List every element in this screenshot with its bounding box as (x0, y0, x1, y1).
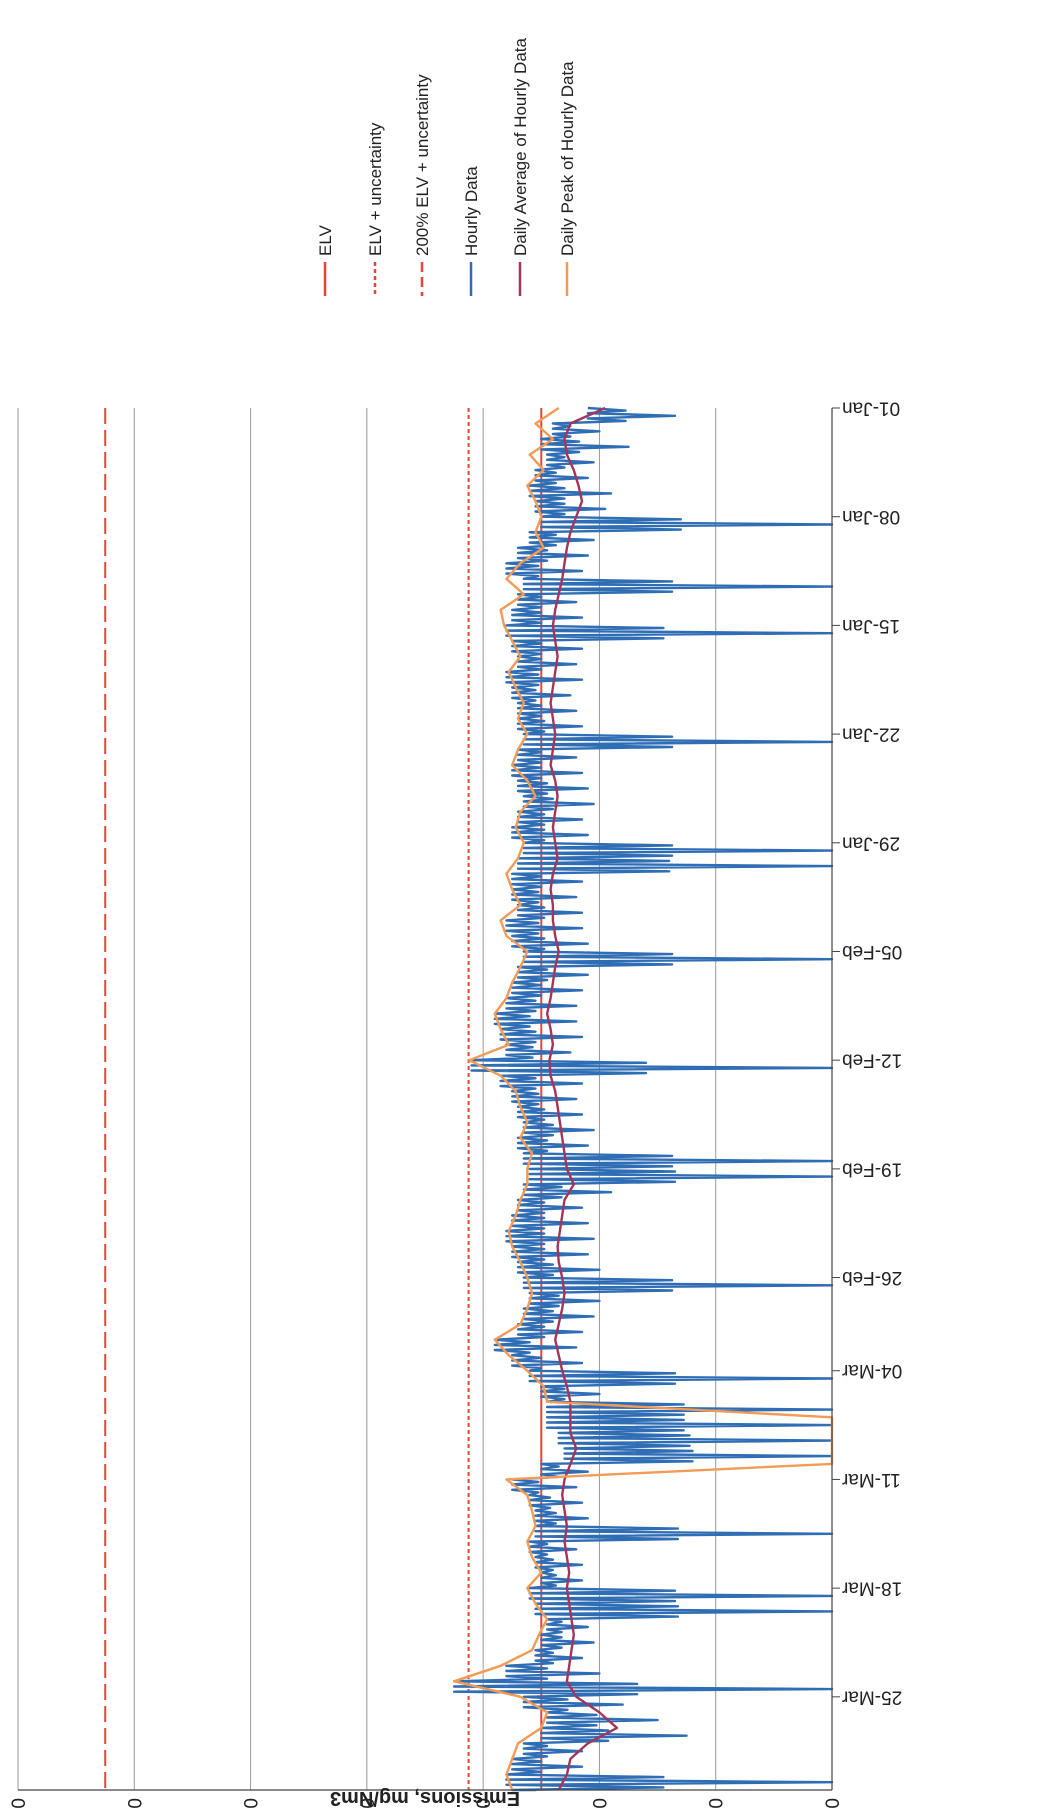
legend-label: ELV + uncertainty (366, 122, 385, 256)
x-tick-label: 11-Mar (841, 1469, 900, 1490)
x-tick-label: 01-Jan (842, 398, 900, 419)
x-tick-label: 22-Jan (842, 724, 900, 745)
y-tick-label: 600.00 (125, 1798, 146, 1809)
y-tick-labels: 0.00 100.00 200.00 300.00 400.00 500.00 600.00… (9, 1798, 844, 1809)
series-lines (452, 406, 834, 1792)
x-tick-labels: 01-Jan 08-Jan 15-Jan 22-Jan 29-Jan 05-Feb 12-F… (832, 398, 902, 1707)
series-daily-average (545, 406, 619, 1791)
legend-label: ELV (316, 224, 335, 256)
y-tick-label: 100.00 (707, 1798, 728, 1809)
axes (18, 408, 833, 1791)
y-tick-label: 200.00 (590, 1798, 611, 1809)
legend-label: Daily Peak of Hourly Data (558, 61, 577, 256)
x-tick-label: 05-Feb (842, 941, 902, 962)
legend-label: Daily Average of Hourly Data (511, 37, 530, 256)
x-tick-label: 18-Mar (841, 1578, 902, 1599)
legend: ELV ELV + uncertainty 200% ELV + uncertain… (316, 37, 577, 296)
series-hourly-data (452, 406, 834, 1792)
y-tick-label: 700.00 (9, 1798, 30, 1809)
y-axis-title: Emissions, mg/Nm3 (330, 1787, 520, 1809)
x-tick-label: 08-Jan (842, 506, 900, 527)
y-tick-label: 500.00 (242, 1798, 263, 1809)
x-tick-label: 15-Jan (842, 615, 900, 636)
y-tick-label: 400.00 (358, 1798, 379, 1809)
x-tick-label: 25-Mar (841, 1686, 902, 1707)
legend-label: Hourly Data (462, 166, 481, 256)
y-tick-label: 300.00 (474, 1798, 495, 1809)
x-tick-label: 04-Mar (841, 1360, 902, 1381)
x-tick-label: 12-Feb (842, 1050, 902, 1071)
x-tick-label: 26-Feb (842, 1267, 902, 1288)
reference-lines (104, 408, 543, 1790)
legend-label: 200% ELV + uncertainty (413, 74, 432, 256)
x-tick-label: 29-Jan (842, 832, 900, 853)
y-tick-label: 0.00 (823, 1798, 844, 1809)
x-tick-label: 19-Feb (842, 1158, 902, 1179)
series-daily-peak (452, 407, 834, 1791)
gridlines (17, 408, 717, 1790)
